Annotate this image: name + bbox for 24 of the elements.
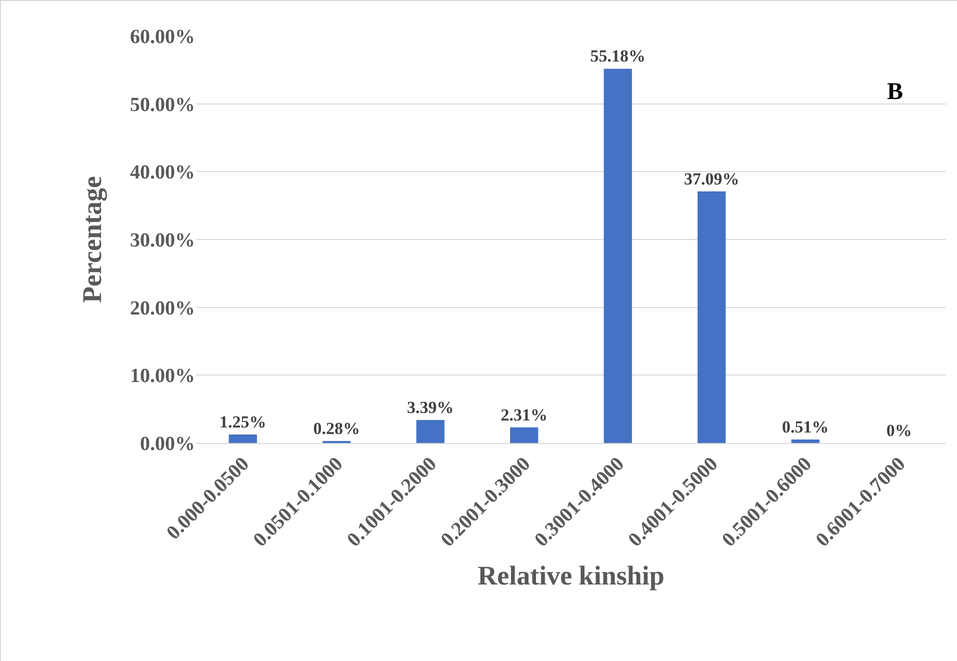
y-tick-label: 60.00% (130, 26, 195, 48)
y-tick-label: 0.00% (140, 433, 195, 455)
bar (604, 68, 632, 443)
annotation: B (887, 79, 904, 105)
x-axis-title: Relative kinship (478, 560, 664, 591)
bar (510, 427, 538, 443)
data-label: 55.18% (590, 46, 646, 66)
data-label: 37.09% (684, 169, 740, 188)
y-axis-title: Percentage (77, 176, 108, 303)
data-label: 3.39% (407, 398, 454, 417)
y-tick-label: 50.00% (130, 94, 195, 116)
data-label: 0% (886, 421, 912, 440)
y-tick-label: 30.00% (130, 230, 195, 252)
bar (416, 420, 444, 443)
y-tick-label: 20.00% (130, 297, 195, 320)
y-tick-label: 40.00% (130, 162, 195, 184)
bar (698, 191, 726, 443)
data-label: 1.25% (220, 412, 266, 432)
y-tick-label: 10.00% (130, 365, 195, 388)
data-label: 2.31% (500, 405, 548, 424)
data-label: 0.28% (313, 419, 360, 438)
bar (791, 440, 820, 443)
data-label: 0.51% (782, 418, 829, 437)
bar (228, 434, 257, 443)
